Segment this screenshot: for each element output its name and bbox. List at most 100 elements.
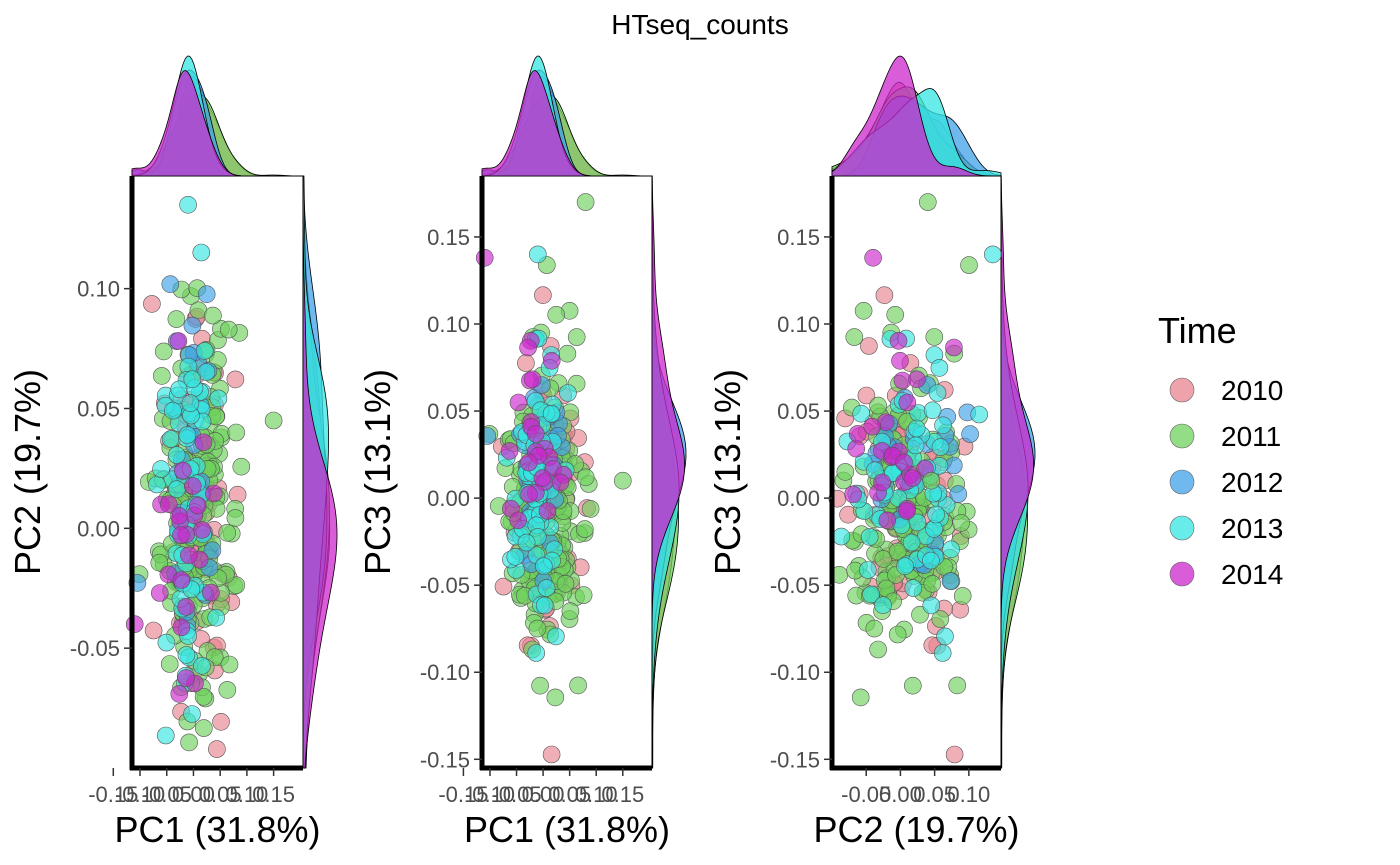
point-2013 bbox=[927, 505, 945, 524]
point-2011 bbox=[218, 523, 236, 542]
point-2014 bbox=[169, 332, 188, 350]
x-tick-label: 0.05 bbox=[199, 782, 242, 807]
point-2013 bbox=[542, 404, 561, 423]
point-2014 bbox=[509, 393, 528, 412]
point-2013 bbox=[858, 561, 877, 579]
x-axis-title: PC2 (19.7%) bbox=[813, 809, 1019, 850]
point-2014 bbox=[184, 477, 202, 495]
point-2014 bbox=[519, 453, 538, 472]
x-tick-label: -0.10 bbox=[115, 782, 165, 807]
x-tick-label: 0.05 bbox=[913, 782, 956, 807]
legend-item-2011: 2011 bbox=[1169, 421, 1281, 452]
point-2014 bbox=[878, 511, 897, 530]
density-right-2014 bbox=[302, 175, 338, 769]
point-2011 bbox=[547, 305, 566, 324]
y-tick-label: -0.05 bbox=[420, 573, 470, 598]
point-2011 bbox=[204, 306, 222, 325]
point-2013 bbox=[207, 608, 225, 627]
point-2013 bbox=[906, 436, 925, 455]
point-2014 bbox=[500, 442, 519, 460]
point-2013 bbox=[535, 596, 554, 615]
point-2014 bbox=[125, 615, 144, 634]
point-2013 bbox=[195, 342, 214, 360]
point-2010 bbox=[143, 295, 161, 313]
point-2011 bbox=[925, 328, 944, 346]
top-density bbox=[131, 55, 304, 177]
point-2011 bbox=[576, 468, 595, 487]
point-2013 bbox=[942, 540, 960, 559]
point-2010 bbox=[542, 745, 561, 764]
point-2014 bbox=[151, 584, 169, 602]
point-2011 bbox=[851, 688, 870, 707]
panel-3: -0.15-0.10-0.050.000.050.100.15-0.050.00… bbox=[707, 55, 1036, 850]
point-2013 bbox=[517, 533, 536, 552]
point-2013 bbox=[177, 646, 196, 664]
point-2013 bbox=[181, 394, 200, 413]
point-2011 bbox=[567, 328, 586, 346]
point-2010 bbox=[857, 386, 876, 405]
point-2011 bbox=[613, 471, 632, 490]
point-2011 bbox=[845, 328, 864, 346]
point-2011 bbox=[923, 574, 942, 593]
legend-swatch bbox=[1169, 515, 1195, 541]
y-axis-title: PC3 (13.1%) bbox=[357, 369, 398, 575]
legend-item-2014: 2014 bbox=[1169, 559, 1283, 590]
legend-swatch bbox=[1169, 377, 1195, 403]
x-tick-label: 0.10 bbox=[575, 782, 618, 807]
point-2010 bbox=[860, 337, 878, 355]
point-2014 bbox=[172, 571, 191, 589]
point-2013 bbox=[936, 627, 954, 646]
point-2011 bbox=[869, 396, 887, 415]
x-axis-title: PC1 (31.8%) bbox=[114, 809, 320, 850]
point-2010 bbox=[875, 286, 894, 305]
point-2014 bbox=[945, 338, 963, 357]
y-tick-label: -0.05 bbox=[70, 636, 120, 661]
legend-label: 2011 bbox=[1221, 421, 1281, 452]
legend-label: 2010 bbox=[1221, 375, 1283, 406]
points bbox=[828, 193, 1002, 764]
point-2011 bbox=[576, 193, 595, 211]
x-tick-label: -0.05 bbox=[142, 782, 192, 807]
point-2013 bbox=[537, 579, 556, 597]
point-2014 bbox=[177, 598, 195, 616]
point-2014 bbox=[542, 351, 561, 370]
y-tick-label: 0.00 bbox=[77, 516, 120, 541]
point-2014 bbox=[908, 370, 926, 389]
y-tick-label: 0.05 bbox=[427, 399, 470, 424]
point-2011 bbox=[575, 520, 594, 538]
points bbox=[125, 196, 283, 758]
y-tick-label: 0.10 bbox=[427, 312, 470, 337]
point-2012 bbox=[197, 285, 216, 304]
point-2011 bbox=[232, 457, 251, 476]
legend-item-2012: 2012 bbox=[1169, 467, 1283, 498]
point-2011 bbox=[874, 550, 893, 568]
density-right-2014 bbox=[651, 175, 686, 768]
y-tick-label: -0.10 bbox=[770, 660, 820, 685]
point-2010 bbox=[144, 621, 163, 640]
point-2013 bbox=[860, 528, 879, 546]
point-2014 bbox=[847, 439, 866, 458]
density-top-2014 bbox=[131, 70, 303, 177]
point-2011 bbox=[160, 655, 179, 673]
y-tick-label: -0.10 bbox=[420, 660, 470, 685]
y-axis-title: PC3 (13.1%) bbox=[707, 369, 748, 575]
point-2014 bbox=[844, 485, 862, 504]
point-2014 bbox=[864, 248, 882, 267]
point-2013 bbox=[923, 401, 942, 420]
point-2014 bbox=[520, 485, 538, 504]
y-tick-label: 0.00 bbox=[427, 486, 470, 511]
point-2014 bbox=[848, 425, 867, 443]
point-2013 bbox=[933, 644, 952, 662]
point-2011 bbox=[150, 553, 169, 572]
point-2011 bbox=[546, 688, 565, 707]
point-2013 bbox=[922, 596, 941, 615]
point-2013 bbox=[148, 475, 166, 494]
point-2013 bbox=[197, 363, 216, 381]
y-tick-label: 0.05 bbox=[777, 399, 820, 424]
right-density bbox=[1000, 175, 1036, 769]
x-tick-label: 0.00 bbox=[879, 782, 922, 807]
panel-1: -0.050.000.050.10-0.15-0.10-0.050.000.05… bbox=[7, 55, 338, 850]
point-2013 bbox=[167, 446, 186, 464]
x-tick-label: 0.15 bbox=[601, 782, 644, 807]
y-tick-label: -0.15 bbox=[420, 747, 470, 772]
